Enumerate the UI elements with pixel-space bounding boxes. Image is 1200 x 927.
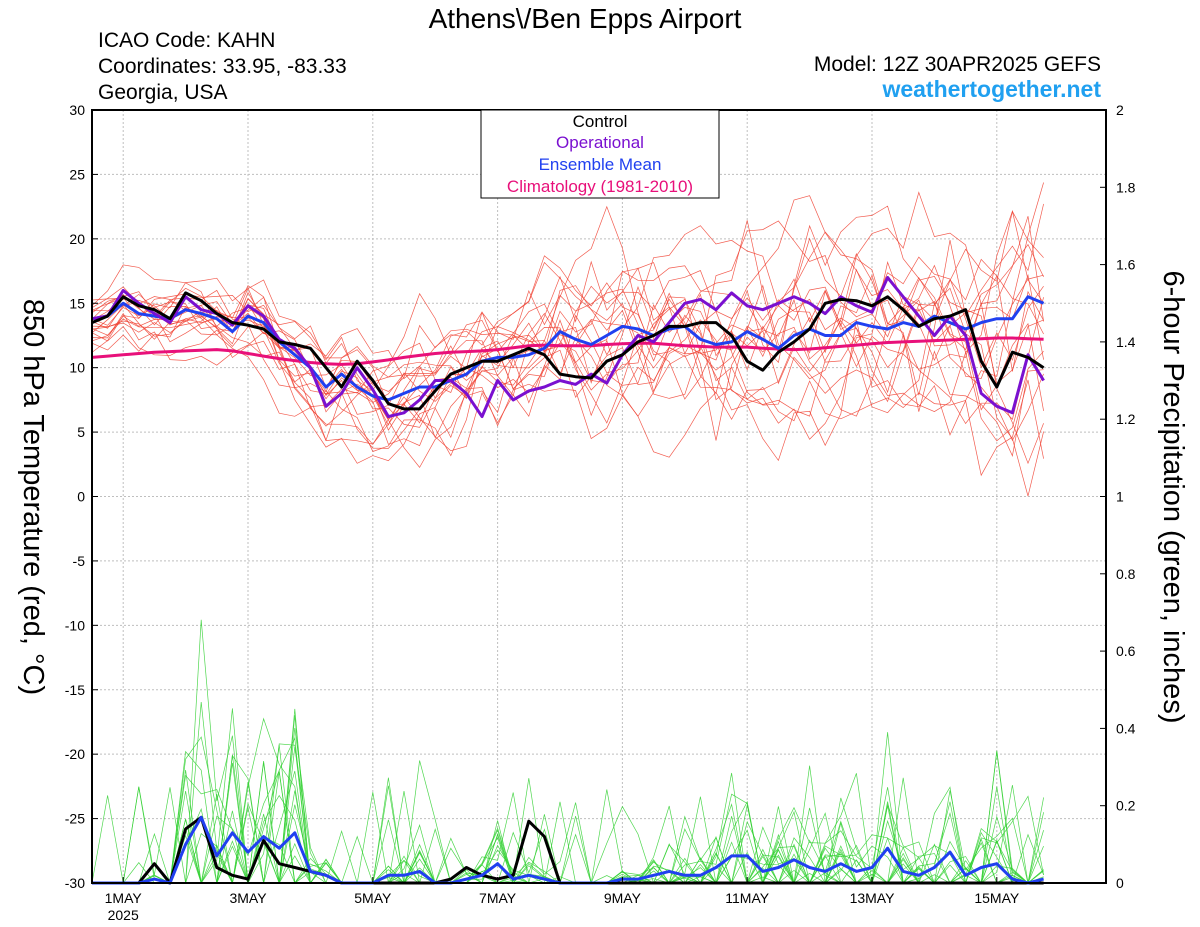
- right-tick-label: 1: [1116, 489, 1124, 505]
- left-tick-label: 30: [69, 102, 85, 118]
- temperature-member-line: [91, 275, 1044, 441]
- info-icao: ICAO Code: KAHN: [98, 29, 275, 52]
- temp-series-control: [91, 291, 1045, 411]
- legend-control: Control: [573, 112, 628, 131]
- x-tick-label: 7MAY: [479, 890, 517, 906]
- x-tick-label: 1MAY: [105, 890, 143, 906]
- right-tick-label: 0.2: [1116, 798, 1136, 814]
- temperature-ensemble-members: [91, 182, 1044, 497]
- temperature-member-line: [91, 195, 1044, 464]
- left-tick-label: -25: [65, 811, 85, 827]
- temperature-member-line: [91, 270, 1044, 497]
- x-tick-label: 13MAY: [850, 890, 896, 906]
- x-tick-label: 15MAY: [974, 890, 1020, 906]
- x-tick-label: 3MAY: [229, 890, 267, 906]
- left-tick-label: -5: [73, 553, 86, 569]
- left-tick-label: -30: [65, 875, 85, 891]
- temperature-member-line: [91, 262, 1044, 447]
- right-axis-label: 6-hour Precipitation (green, inches): [1157, 271, 1189, 724]
- precipitation-ensemble-members: [91, 619, 1044, 885]
- x-tick-label: 11MAY: [725, 890, 769, 906]
- temperature-member-line: [91, 298, 1044, 457]
- info-coordinates: Coordinates: 33.95, -83.33: [98, 55, 347, 78]
- x-tick-label: 5MAY: [354, 890, 392, 906]
- right-tick-label: 2: [1116, 102, 1124, 118]
- temperature-member-line: [91, 237, 1044, 394]
- legend-operational: Operational: [556, 133, 644, 152]
- left-tick-label: 5: [77, 424, 85, 440]
- right-tick-label: 1.8: [1116, 179, 1136, 195]
- chart-title: Athens\/Ben Epps Airport: [429, 3, 742, 34]
- right-tick-label: 0: [1116, 875, 1124, 891]
- precipitation-member-line: [92, 717, 1044, 885]
- legend-ensemble-mean: Ensemble Mean: [539, 155, 662, 174]
- left-tick-label: 0: [77, 489, 85, 505]
- left-tick-label: 15: [69, 295, 85, 311]
- legend-climatology: Climatology (1981-2010): [507, 177, 693, 196]
- site-link[interactable]: weathertogether.net: [881, 76, 1101, 102]
- precipitation-member-line: [92, 701, 1044, 885]
- left-tick-label: -10: [65, 617, 85, 633]
- right-tick-label: 0.4: [1116, 720, 1136, 736]
- info-location: Georgia, USA: [98, 81, 228, 104]
- temp-series-climatology-1981-2010: [91, 336, 1044, 366]
- left-tick-label: -15: [65, 682, 85, 698]
- left-tick-label: 25: [69, 166, 85, 182]
- right-tick-label: 1.6: [1116, 257, 1136, 273]
- grid-lines: [92, 110, 1106, 883]
- temp-series-operational: [91, 276, 1045, 419]
- temperature-member-line: [91, 255, 1044, 425]
- right-axis-ticks: 2 1.8 1.6 1.4 1.2 1 0.8 0.6 0.4 0.2 0: [1100, 102, 1136, 891]
- left-tick-label: -20: [65, 746, 85, 762]
- left-tick-label: 10: [69, 360, 85, 376]
- left-tick-label: 20: [69, 231, 85, 247]
- left-axis-ticks: 30 25 20 15 10 5 0 -5 -10 -15 -20 -25 -30: [65, 102, 98, 891]
- right-tick-label: 1.4: [1116, 334, 1136, 350]
- temperature-member-line: [91, 243, 1044, 452]
- temperature-member-line: [91, 285, 1044, 477]
- temperature-member-line: [91, 205, 1044, 445]
- x-tick-label: 9MAY: [604, 890, 642, 906]
- temp-series-ensemble-mean: [91, 295, 1045, 402]
- legend: Control Operational Ensemble Mean Climat…: [480, 109, 720, 199]
- x-tick-year: 2025: [108, 907, 139, 923]
- model-run-label: Model: 12Z 30APR2025 GEFS: [814, 53, 1101, 76]
- right-tick-label: 0.6: [1116, 643, 1136, 659]
- left-axis-label: 850 hPa Temperature (red, °C): [17, 299, 49, 695]
- right-tick-label: 1.2: [1116, 411, 1136, 427]
- right-tick-label: 0.8: [1116, 566, 1136, 582]
- legend-box: [480, 109, 720, 199]
